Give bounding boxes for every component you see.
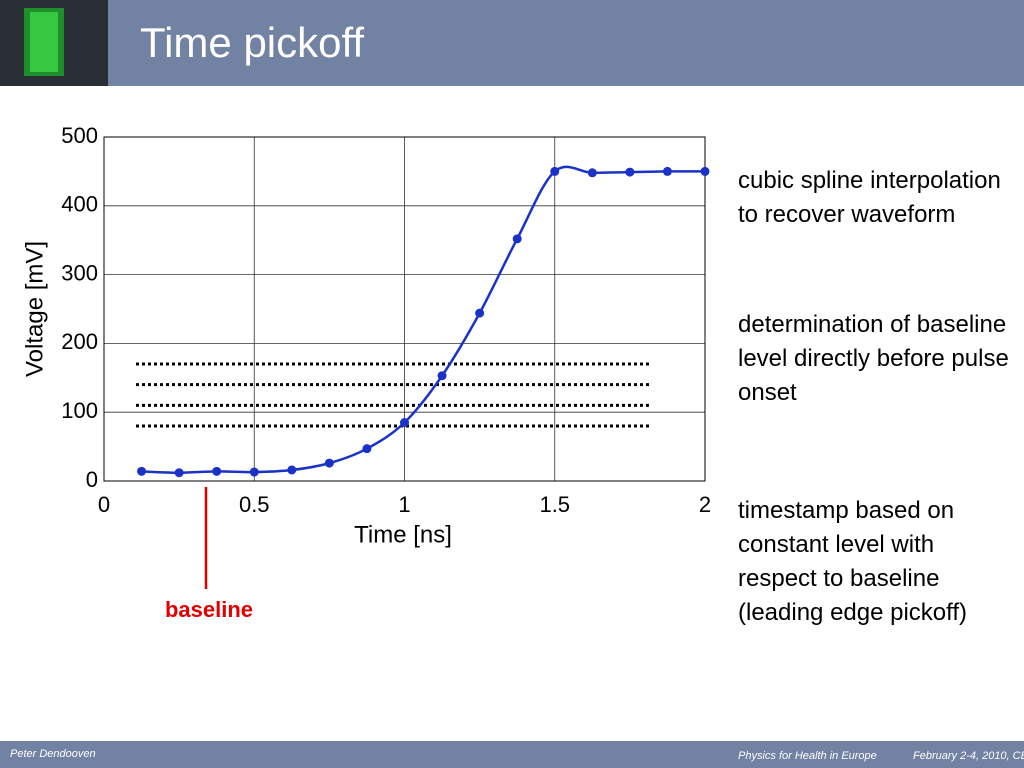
data-point bbox=[587, 168, 597, 178]
y-tick-label: 0 bbox=[86, 467, 98, 492]
data-point bbox=[662, 166, 672, 176]
x-tick-label: 2 bbox=[699, 492, 711, 517]
x-tick-label: 0.5 bbox=[239, 492, 270, 517]
x-axis-label: Time [ns] bbox=[354, 521, 452, 548]
bullet: determination of baseline level directly … bbox=[738, 311, 1009, 406]
data-point bbox=[137, 466, 147, 476]
footer-author: Peter Dendooven bbox=[10, 748, 96, 760]
y-tick-label: 100 bbox=[61, 398, 98, 423]
data-point bbox=[512, 234, 522, 244]
footer-event: Physics for Health in Europe bbox=[738, 750, 877, 762]
bullet: cubic spline interpolation to recover wav… bbox=[738, 167, 1001, 228]
data-point bbox=[437, 371, 447, 381]
y-tick-label: 200 bbox=[61, 329, 98, 354]
x-tick-label: 1 bbox=[398, 492, 410, 517]
header-image-detail bbox=[30, 12, 58, 72]
data-point bbox=[249, 467, 259, 477]
data-point bbox=[174, 468, 184, 478]
footer-bar bbox=[0, 741, 1024, 768]
slide-title: Time pickoff bbox=[140, 19, 364, 66]
data-point bbox=[212, 466, 222, 476]
data-point bbox=[625, 167, 635, 177]
y-tick-label: 400 bbox=[61, 192, 98, 217]
data-point bbox=[550, 166, 560, 176]
data-point bbox=[475, 308, 485, 318]
data-point bbox=[324, 458, 334, 468]
series-line bbox=[141, 165, 706, 474]
y-tick-label: 300 bbox=[61, 260, 98, 285]
data-point bbox=[700, 166, 710, 176]
header-bar bbox=[0, 0, 1024, 86]
y-tick-label: 500 bbox=[61, 123, 98, 148]
plot-frame bbox=[103, 136, 706, 482]
y-axis-label: Voltage [mV] bbox=[21, 241, 48, 377]
footer-date: February 2-4, 2010, CERN bbox=[913, 750, 1024, 762]
annotation-label: baseline bbox=[165, 597, 253, 622]
x-tick-label: 0 bbox=[98, 492, 110, 517]
x-tick-label: 1.5 bbox=[539, 492, 570, 517]
data-point bbox=[287, 465, 297, 475]
data-point bbox=[400, 418, 409, 428]
data-point bbox=[362, 444, 372, 454]
bullets: cubic spline interpolation to recover wav… bbox=[738, 167, 1009, 626]
bullet: timestamp based on constant level with res… bbox=[738, 497, 967, 626]
